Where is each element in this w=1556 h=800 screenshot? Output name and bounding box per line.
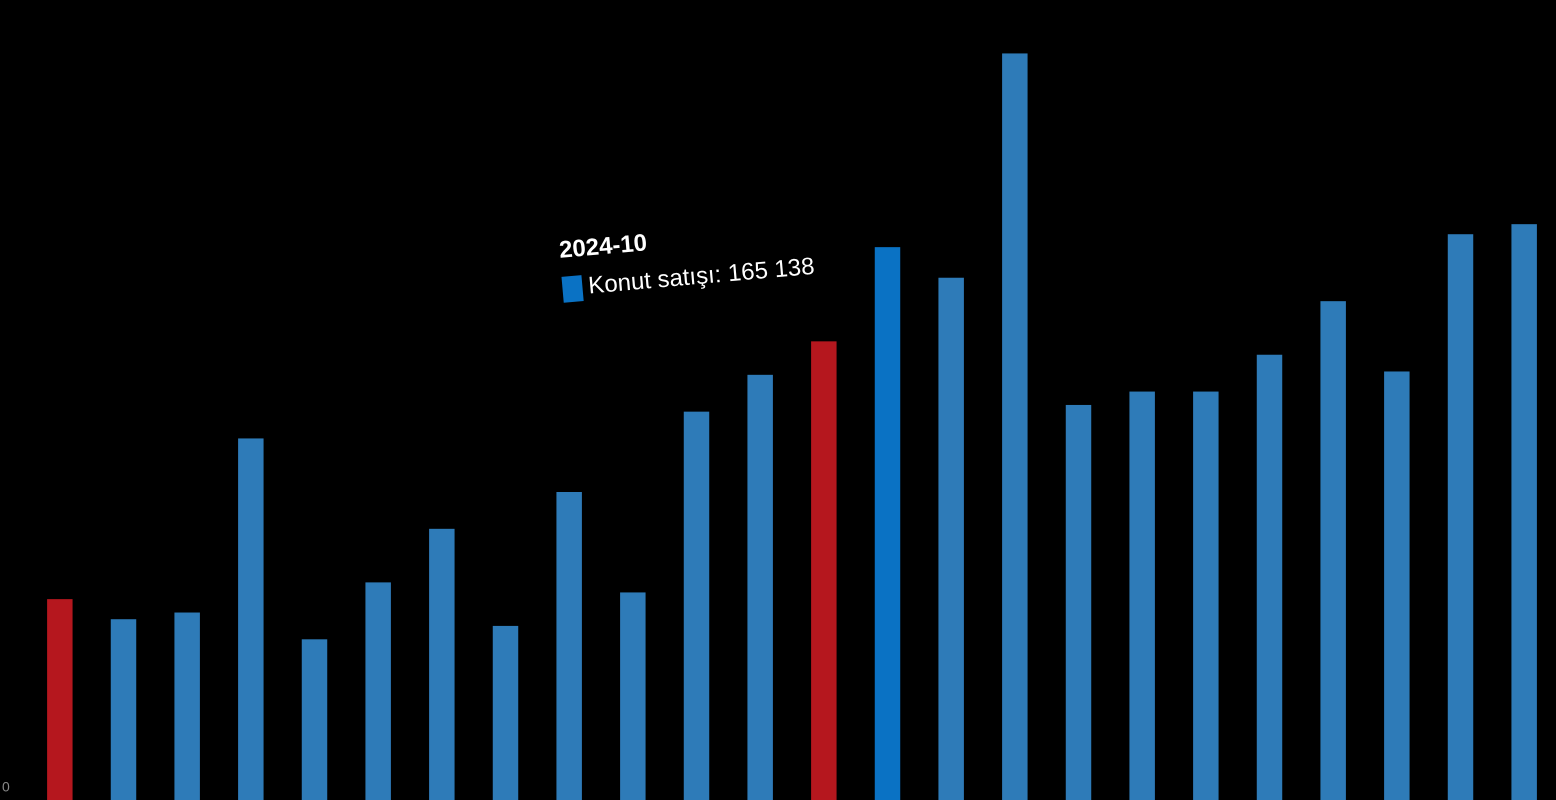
bar — [47, 599, 73, 800]
bar — [747, 374, 773, 800]
bar — [556, 492, 582, 800]
bar — [683, 411, 710, 800]
bar — [1065, 404, 1092, 800]
bar — [1384, 371, 1410, 800]
bar — [874, 247, 901, 800]
bar — [938, 277, 964, 800]
legend-swatch — [560, 274, 584, 303]
bar — [492, 625, 519, 800]
bar — [238, 438, 264, 800]
bar — [1447, 234, 1474, 800]
bar — [429, 528, 455, 800]
bar — [1320, 301, 1346, 800]
bar — [1002, 53, 1028, 800]
bar — [110, 619, 137, 800]
bar — [174, 612, 200, 800]
bar — [1511, 224, 1537, 800]
bar — [365, 582, 391, 800]
bar — [1256, 354, 1283, 800]
y-tick-label: 0 — [2, 779, 10, 795]
bar — [811, 341, 837, 800]
bar — [1129, 391, 1155, 800]
bar — [1193, 391, 1219, 800]
bar — [620, 592, 646, 800]
bar — [301, 639, 328, 800]
